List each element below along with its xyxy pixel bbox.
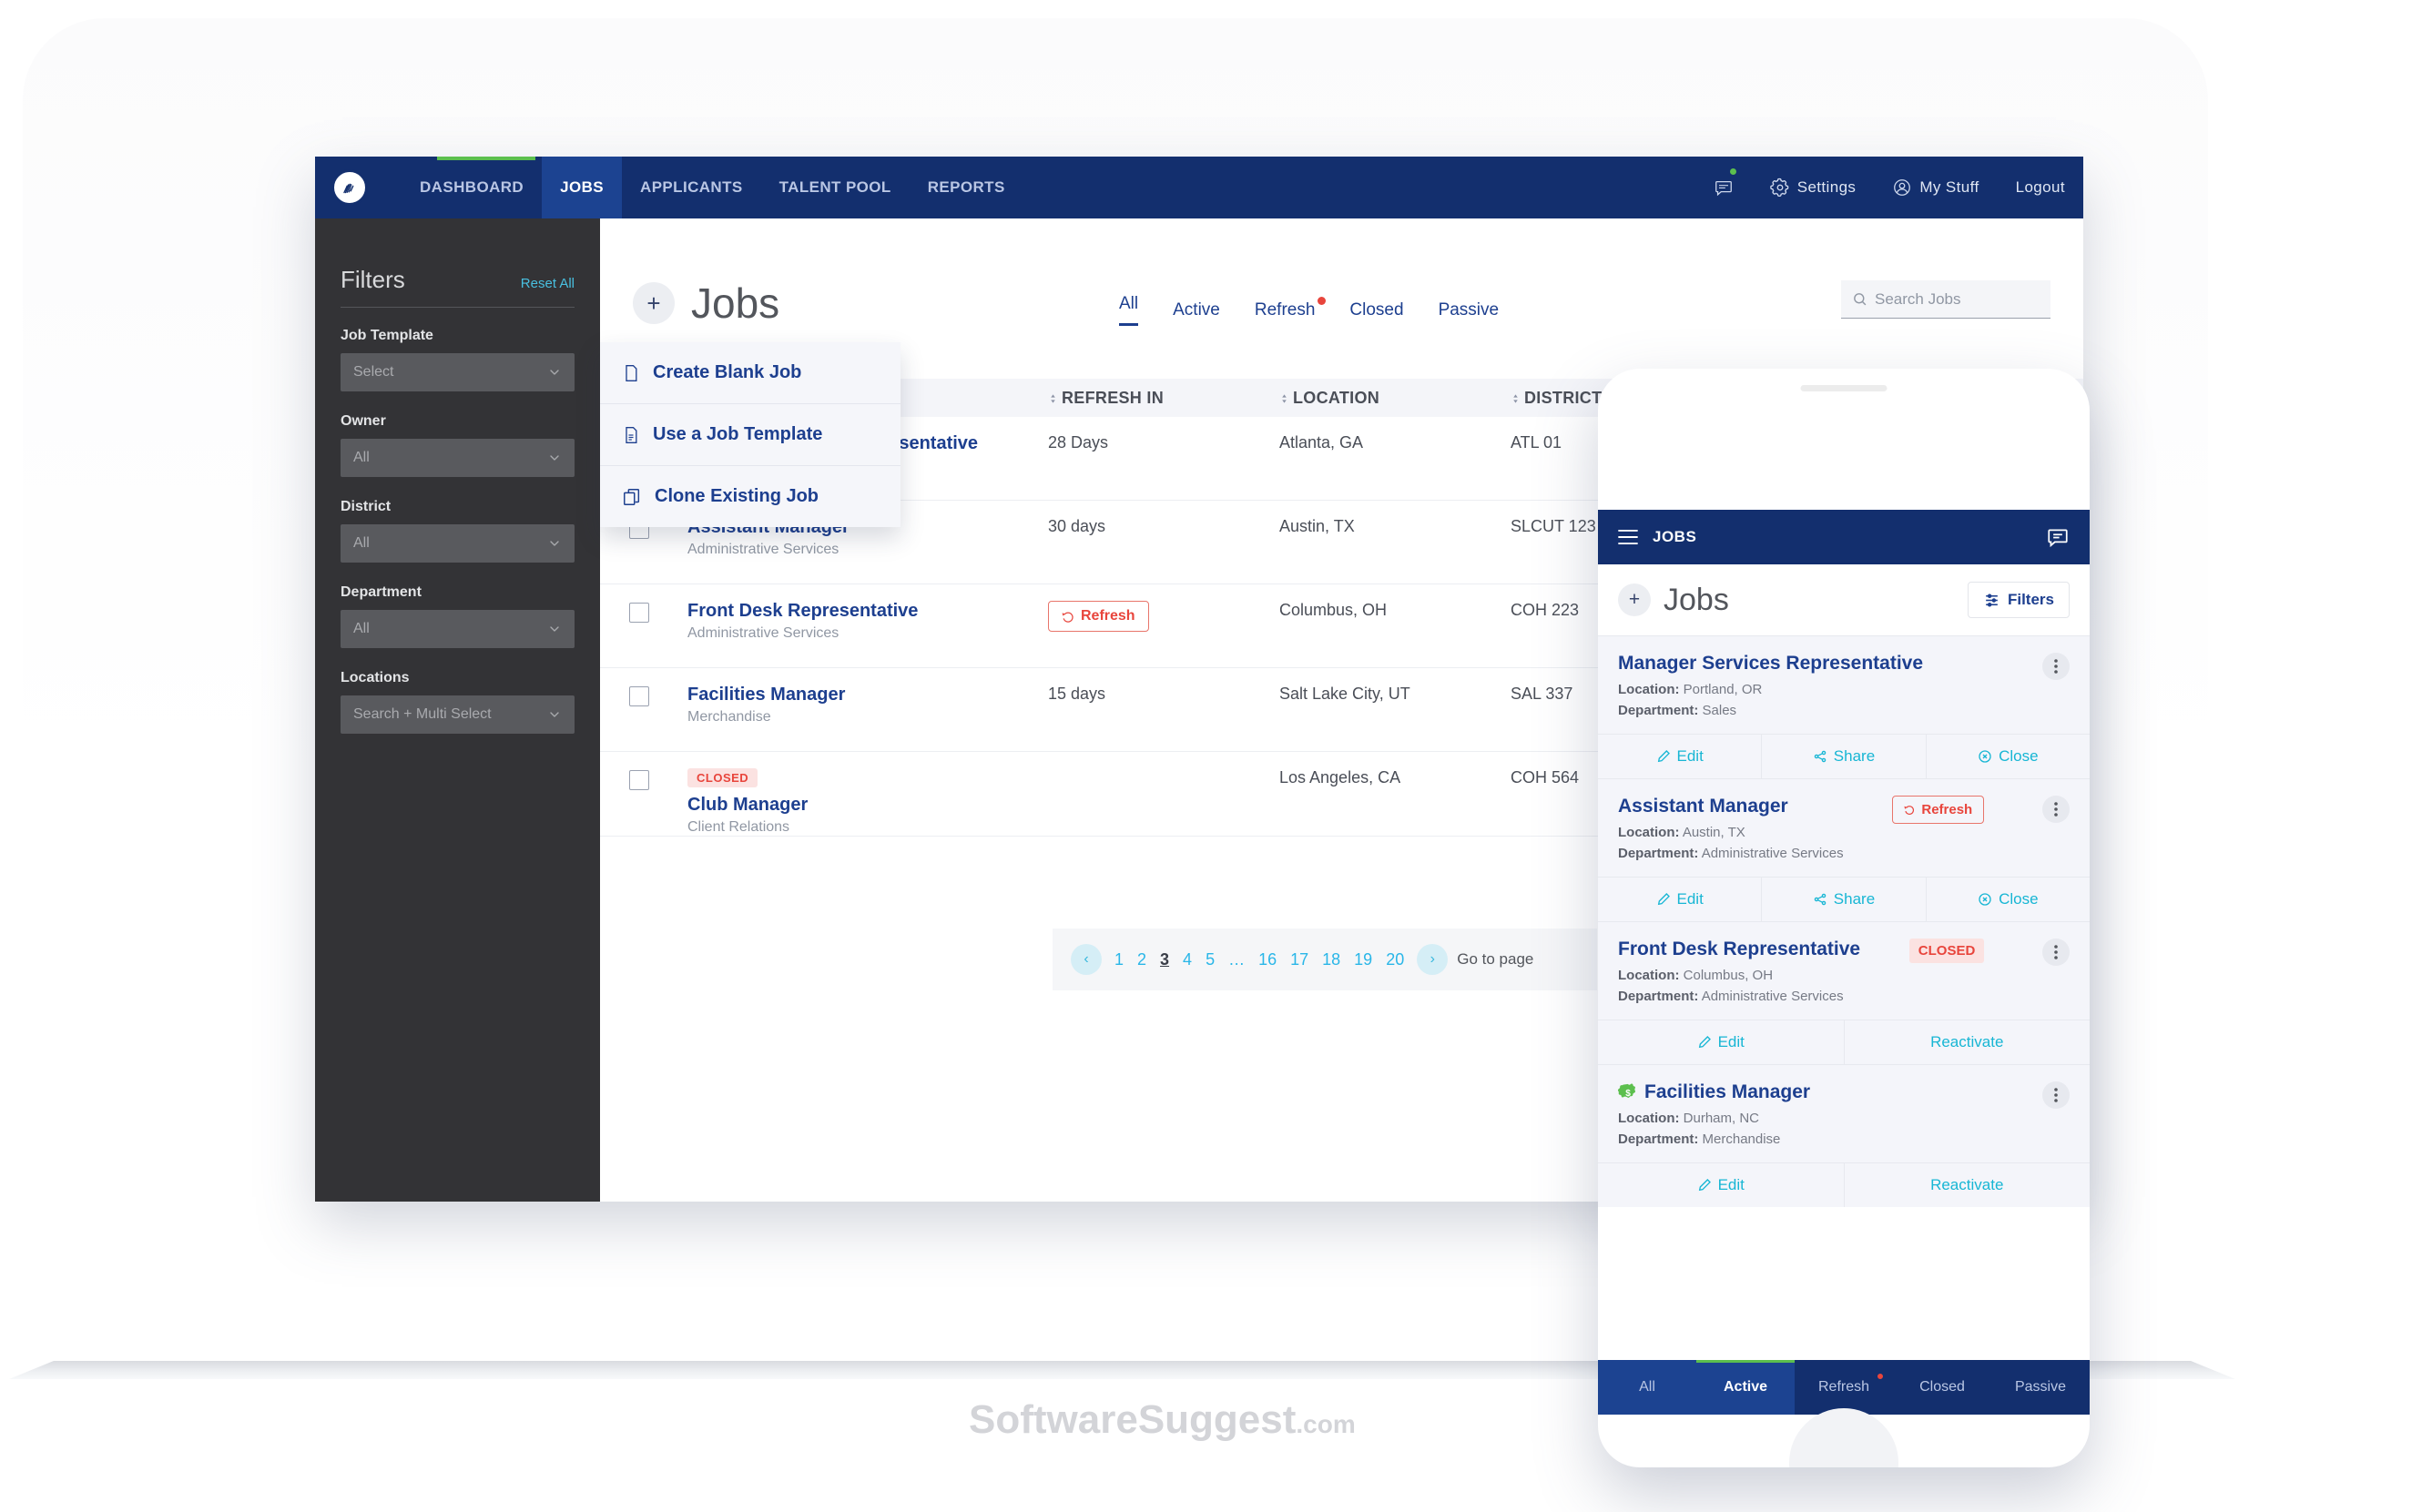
svg-text:$: $ xyxy=(1625,1089,1631,1099)
